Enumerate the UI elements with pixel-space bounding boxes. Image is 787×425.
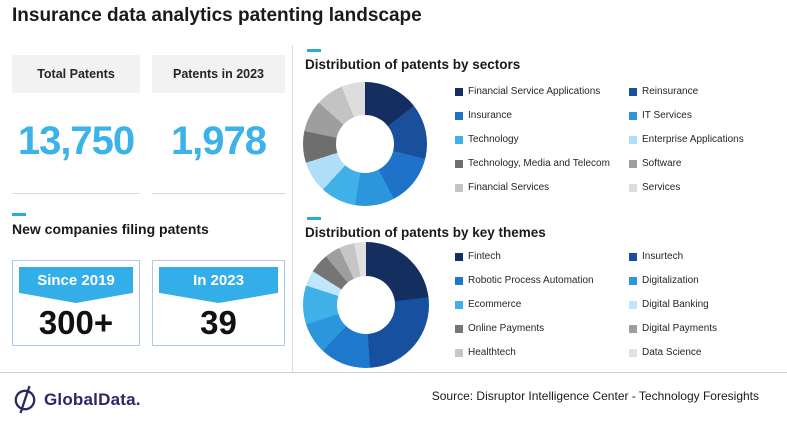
legend-label: Software bbox=[642, 158, 682, 169]
legend-label: Technology, Media and Telecom bbox=[468, 158, 610, 169]
legend-swatch bbox=[629, 111, 637, 120]
key-themes-legend: Fintech Insurtech Robotic Process Automati… bbox=[455, 251, 781, 358]
legend-swatch bbox=[629, 276, 637, 285]
legend-item: Financial Services bbox=[455, 182, 629, 193]
legend-label: Fintech bbox=[468, 251, 501, 262]
legend-label: Technology bbox=[468, 134, 519, 145]
ribbon-banner: In 2023 bbox=[159, 267, 278, 303]
legend-item: Technology, Media and Telecom bbox=[455, 158, 629, 169]
section-title: Distribution of patents by key themes bbox=[305, 225, 546, 240]
legend-label: Digital Banking bbox=[642, 299, 709, 310]
stat-label-box: Patents in 2023 bbox=[152, 55, 285, 93]
legend-item: Insurance bbox=[455, 110, 629, 121]
legend-label: Financial Service Applications bbox=[468, 86, 601, 97]
source-text: Source: Disruptor Intelligence Center - … bbox=[431, 389, 759, 403]
legend-swatch bbox=[629, 183, 637, 192]
stat-value: 1,978 bbox=[170, 118, 267, 163]
legend-swatch bbox=[455, 324, 463, 333]
legend-label: Insurtech bbox=[642, 251, 684, 262]
legend-item: Services bbox=[629, 182, 781, 193]
legend-swatch bbox=[455, 252, 463, 261]
legend-swatch bbox=[455, 159, 463, 168]
legend-item: Online Payments bbox=[455, 323, 629, 334]
legend-swatch bbox=[455, 87, 463, 96]
vertical-divider bbox=[292, 45, 293, 372]
accent-dash bbox=[307, 217, 321, 220]
key-themes-section: Distribution of patents by key themes Fi… bbox=[303, 217, 787, 369]
ribbon-banner: Since 2019 bbox=[19, 267, 133, 303]
sectors-section: Distribution of patents by sectors Finan… bbox=[303, 49, 787, 211]
globaldata-logo-text: GlobalData. bbox=[44, 389, 141, 409]
legend-swatch bbox=[455, 111, 463, 120]
legend-label: Financial Services bbox=[468, 182, 550, 193]
legend-item: Robotic Process Automation bbox=[455, 275, 629, 286]
legend-item: IT Services bbox=[629, 110, 781, 121]
legend-item: Enterprise Applications bbox=[629, 134, 781, 145]
key-themes-donut-chart bbox=[303, 242, 429, 368]
legend-swatch bbox=[629, 87, 637, 96]
legend-item: Data Science bbox=[629, 347, 781, 358]
legend-swatch bbox=[455, 348, 463, 357]
legend-label: Digital Payments bbox=[642, 323, 718, 334]
legend-item: Fintech bbox=[455, 251, 629, 262]
legend-label: Data Science bbox=[642, 347, 702, 358]
legend-swatch bbox=[629, 159, 637, 168]
legend-label: Enterprise Applications bbox=[642, 134, 744, 145]
legend-label: Healthtech bbox=[468, 347, 516, 358]
stat-total-patents: Total Patents 13,750 bbox=[12, 55, 140, 194]
legend-swatch bbox=[629, 300, 637, 309]
donut-hole bbox=[337, 276, 395, 334]
donut-hole bbox=[336, 115, 394, 173]
legend-item: Digital Payments bbox=[629, 323, 781, 334]
legend-item: Reinsurance bbox=[629, 86, 781, 97]
legend-label: Insurance bbox=[468, 110, 512, 121]
stat-patents-2023: Patents in 2023 1,978 bbox=[152, 55, 285, 194]
card-in-2023: In 2023 39 bbox=[152, 260, 285, 346]
stat-value: 13,750 bbox=[17, 118, 135, 163]
section-title: Distribution of patents by sectors bbox=[305, 57, 521, 72]
globaldata-logo-icon bbox=[14, 385, 36, 414]
legend-label: Reinsurance bbox=[642, 86, 699, 97]
legend-item: Digital Banking bbox=[629, 299, 781, 310]
legend-item: Insurtech bbox=[629, 251, 781, 262]
legend-item: Healthtech bbox=[455, 347, 629, 358]
accent-dash bbox=[307, 49, 321, 52]
legend-label: Online Payments bbox=[468, 323, 545, 334]
sectors-legend: Financial Service Applications Reinsuranc… bbox=[455, 86, 781, 193]
legend-swatch bbox=[629, 324, 637, 333]
legend-swatch bbox=[455, 183, 463, 192]
globaldata-logo: GlobalData. bbox=[13, 385, 141, 414]
accent-dash bbox=[12, 213, 26, 216]
legend-item: Technology bbox=[455, 134, 629, 145]
sectors-donut-chart bbox=[303, 82, 427, 206]
legend-label: Services bbox=[642, 182, 681, 193]
page-title: Insurance data analytics patenting lands… bbox=[12, 5, 422, 26]
legend-label: IT Services bbox=[642, 110, 692, 121]
legend-swatch bbox=[455, 300, 463, 309]
card-value: 39 bbox=[200, 304, 237, 341]
legend-swatch bbox=[629, 252, 637, 261]
legend-swatch bbox=[455, 135, 463, 144]
legend-item: Digitalization bbox=[629, 275, 781, 286]
legend-label: Robotic Process Automation bbox=[468, 275, 594, 286]
stat-label-box: Total Patents bbox=[12, 55, 140, 93]
card-since-2019: Since 2019 300+ bbox=[12, 260, 140, 346]
card-value: 300+ bbox=[38, 304, 114, 341]
legend-swatch bbox=[629, 135, 637, 144]
legend-label: Digitalization bbox=[642, 275, 699, 286]
legend-label: Ecommerce bbox=[468, 299, 522, 310]
new-companies-heading: New companies filing patents bbox=[12, 221, 209, 237]
legend-item: Ecommerce bbox=[455, 299, 629, 310]
legend-swatch bbox=[455, 276, 463, 285]
legend-item: Software bbox=[629, 158, 781, 169]
legend-swatch bbox=[629, 348, 637, 357]
legend-item: Financial Service Applications bbox=[455, 86, 629, 97]
footer: GlobalData. Source: Disruptor Intelligen… bbox=[0, 372, 787, 425]
